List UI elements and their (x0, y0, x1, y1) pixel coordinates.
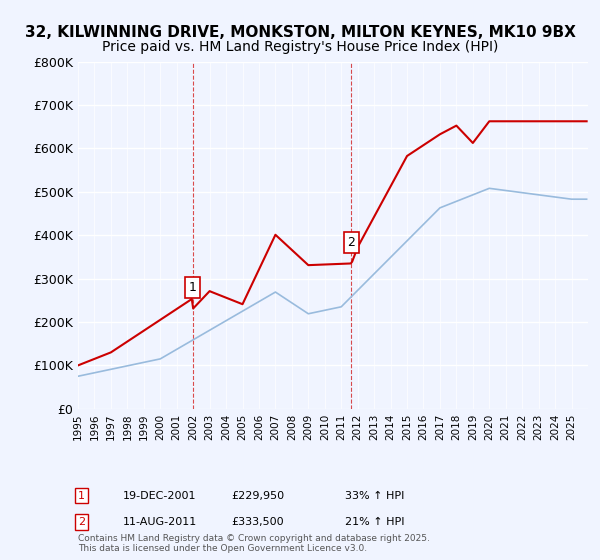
Text: 11-AUG-2011: 11-AUG-2011 (123, 517, 197, 527)
Text: Price paid vs. HM Land Registry's House Price Index (HPI): Price paid vs. HM Land Registry's House … (102, 40, 498, 54)
Text: 2: 2 (347, 236, 355, 249)
Text: 32, KILWINNING DRIVE, MONKSTON, MILTON KEYNES, MK10 9BX: 32, KILWINNING DRIVE, MONKSTON, MILTON K… (25, 25, 575, 40)
Text: Contains HM Land Registry data © Crown copyright and database right 2025.
This d: Contains HM Land Registry data © Crown c… (78, 534, 430, 553)
Text: 21% ↑ HPI: 21% ↑ HPI (345, 517, 404, 527)
Text: £229,950: £229,950 (231, 491, 284, 501)
Text: 2: 2 (78, 517, 85, 527)
Text: 33% ↑ HPI: 33% ↑ HPI (345, 491, 404, 501)
Text: £333,500: £333,500 (231, 517, 284, 527)
Text: 1: 1 (189, 281, 197, 294)
Text: 1: 1 (78, 491, 85, 501)
Text: 19-DEC-2001: 19-DEC-2001 (123, 491, 197, 501)
